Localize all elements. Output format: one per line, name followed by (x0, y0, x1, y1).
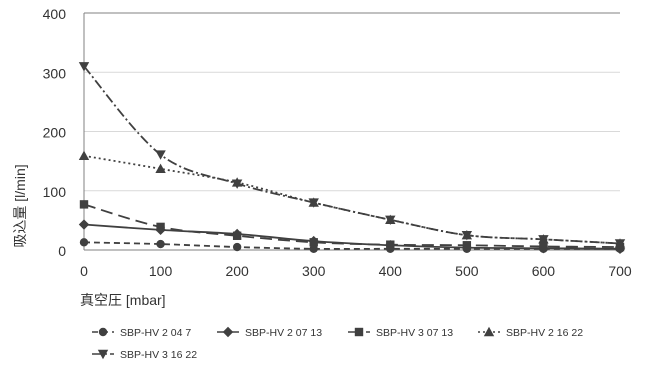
data-point-5-0 (78, 62, 90, 72)
legend-item-5: SBP-HV 3 16 22 (92, 349, 197, 361)
x-tick-label-600: 600 (532, 263, 556, 279)
x-tick-label-400: 400 (379, 263, 403, 279)
legend-label-4: SBP-HV 2 16 22 (506, 327, 583, 339)
x-tick-label-700: 700 (608, 263, 632, 279)
data-point-5-100 (155, 150, 166, 160)
y-tick-label-200: 200 (43, 125, 67, 141)
data-point-5-200 (231, 179, 243, 189)
x-axis-label: 真空圧 [mbar] (80, 292, 166, 308)
data-point-4-100 (155, 163, 166, 174)
x-tick-label-100: 100 (149, 263, 173, 279)
data-point-3-300 (309, 238, 318, 247)
legend-item-4: SBP-HV 2 16 22 (478, 326, 583, 339)
legend-label-2: SBP-HV 2 07 13 (245, 327, 322, 339)
legend-item-3: SBP-HV 3 07 13 (348, 327, 453, 339)
data-point-5-500 (461, 230, 473, 241)
legend-label-5: SBP-HV 3 16 22 (120, 349, 197, 361)
data-point-5-300 (308, 198, 319, 208)
data-point-3-200 (232, 231, 242, 240)
data-point-3-400 (386, 240, 395, 249)
grid-lines (84, 12, 620, 192)
series-5 (78, 62, 626, 249)
data-point-3-100 (156, 222, 165, 232)
data-point-1-200 (232, 242, 242, 252)
data-point-3-500 (462, 241, 472, 250)
y-axis-label: 吸込量 [l/min] (12, 164, 28, 247)
legend-item-1: SBP-HV 2 04 7 (92, 327, 191, 339)
data-point-3-600 (539, 242, 548, 251)
legend: SBP-HV 2 04 7 SBP-HV 2 07 13 SBP-HV 3 07 1… (92, 326, 583, 361)
axes (83, 12, 620, 251)
data-point-1-100 (156, 239, 165, 249)
x-tick-label-300: 300 (302, 263, 326, 279)
x-tick-label-200: 200 (225, 263, 249, 279)
data-point-1-300 (309, 244, 318, 254)
legend-swatch-marker-3 (354, 327, 364, 337)
data-point-2-0 (78, 219, 90, 230)
data-point-5-700 (614, 239, 626, 249)
data-point-5-400 (385, 215, 396, 225)
x-tick-label-500: 500 (455, 263, 479, 279)
data-point-4-0 (78, 150, 90, 160)
legend-item-2: SBP-HV 2 07 13 (217, 326, 322, 339)
data-point-1-0 (79, 238, 89, 247)
legend-swatch-marker-4 (483, 326, 495, 337)
legend-label-1: SBP-HV 2 04 7 (120, 327, 191, 339)
legend-swatch-marker-1 (98, 327, 108, 337)
series-line-5 (83, 65, 621, 245)
y-tick-label-400: 400 (43, 6, 67, 22)
y-tick-label-0: 0 (58, 243, 66, 259)
data-point-3-0 (79, 200, 89, 209)
legend-swatch-marker-2 (222, 326, 234, 338)
series-layer (78, 62, 626, 255)
legend-label-3: SBP-HV 3 07 13 (376, 327, 453, 339)
y-tick-label-100: 100 (43, 184, 67, 200)
y-tick-label-300: 300 (43, 65, 67, 81)
legend-swatch-marker-5 (97, 349, 109, 360)
x-tick-label-0: 0 (80, 263, 88, 279)
series-line-3 (83, 203, 621, 248)
data-point-5-600 (538, 235, 549, 245)
tick-labels: 0 100 200 300 400 0 100 200 300 400 500 600 700 (43, 6, 632, 279)
